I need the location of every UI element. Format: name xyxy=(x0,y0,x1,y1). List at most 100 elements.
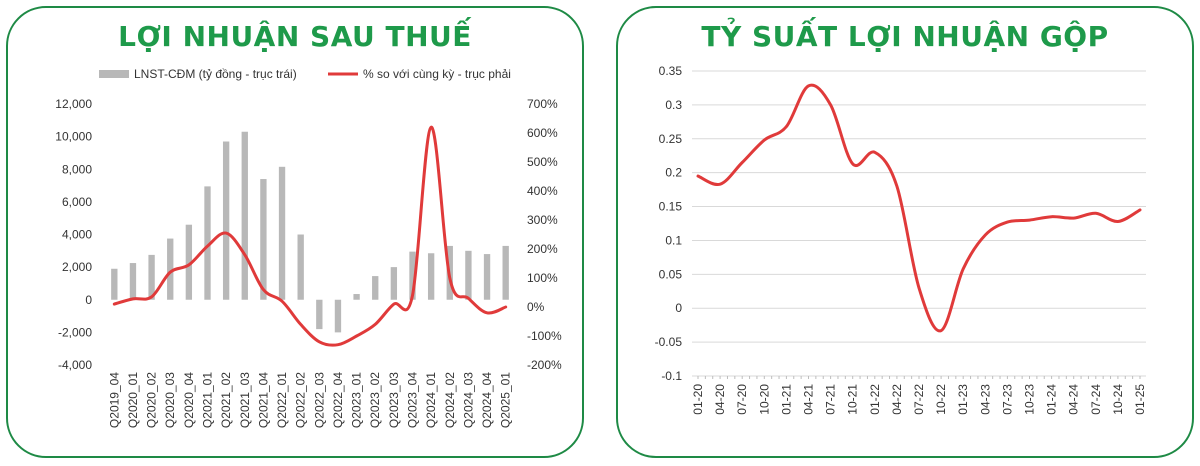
legend-line-label: % so với cùng kỳ - trục phải xyxy=(363,67,511,81)
legend-bar-label: LNST-CĐM (tỷ đồng - trục trái) xyxy=(134,67,297,81)
profit-after-tax-title: LỢI NHUẬN SAU THUẾ xyxy=(118,20,472,53)
right-axis-tick-label: 700% xyxy=(527,97,558,111)
y-axis-tick-label: 0.2 xyxy=(665,166,682,180)
bar xyxy=(316,299,323,330)
bar xyxy=(204,186,211,300)
x-axis-tick-label: 10-20 xyxy=(757,384,771,415)
bar xyxy=(390,267,398,300)
bar xyxy=(241,131,248,300)
bar xyxy=(372,276,379,300)
x-axis-tick-label: 10-21 xyxy=(846,384,860,415)
left-axis-tick-label: 0 xyxy=(85,293,92,307)
bar xyxy=(148,254,155,300)
left-axis-tick-label: 6,000 xyxy=(62,195,92,209)
left-axis-tick-label: 8,000 xyxy=(62,162,92,176)
x-axis-tick-label: Q2023_01 xyxy=(350,372,364,428)
x-axis-tick-label: Q2021_01 xyxy=(201,372,215,428)
x-axis-tick-label: Q2024_04 xyxy=(480,372,494,428)
x-axis-tick-label: 07-24 xyxy=(1089,384,1103,415)
x-axis-tick-label: 07-20 xyxy=(735,384,749,415)
y-axis-tick-label: -0.1 xyxy=(661,369,682,383)
y-axis-tick-label: 0.15 xyxy=(659,200,683,214)
x-axis-tick-label: Q2023_03 xyxy=(387,372,401,428)
left-axis-tick-label: -4,000 xyxy=(58,358,92,372)
x-axis-tick-label: 07-23 xyxy=(1000,384,1014,415)
x-axis-tick-label: 04-24 xyxy=(1067,384,1081,415)
x-axis-tick-label: 10-22 xyxy=(934,384,948,415)
y-axis-tick-label: 0 xyxy=(675,301,682,315)
x-axis-tick-label: 07-22 xyxy=(912,384,926,415)
x-axis-tick-label: 01-22 xyxy=(868,384,882,415)
x-axis-tick-label: Q2023_04 xyxy=(406,372,420,428)
bar xyxy=(483,254,491,300)
right-axis-tick-label: 0% xyxy=(527,300,545,314)
x-axis-tick-label: Q2022_02 xyxy=(294,372,308,428)
right-axis-tick-label: 200% xyxy=(527,242,558,256)
bar xyxy=(465,250,472,300)
x-axis-tick-label: Q2023_02 xyxy=(368,372,382,428)
x-axis-tick-label: 10-24 xyxy=(1111,384,1125,415)
x-axis-tick-label: 10-23 xyxy=(1023,384,1037,415)
bar xyxy=(167,238,174,300)
bar xyxy=(222,141,230,300)
y-axis-tick-label: 0.1 xyxy=(665,233,682,247)
legend-bar-swatch xyxy=(99,70,129,78)
bar xyxy=(185,224,193,300)
yoy-line xyxy=(112,125,508,347)
left-axis-tick-label: 12,000 xyxy=(55,97,92,111)
right-axis-tick-label: -200% xyxy=(527,358,562,372)
bar xyxy=(353,294,360,300)
y-axis-tick-label: 0.35 xyxy=(659,64,683,78)
x-axis-tick-label: Q2020_03 xyxy=(163,372,177,428)
x-axis-tick-label: 04-20 xyxy=(713,384,727,415)
right-axis-tick-label: 500% xyxy=(527,155,558,169)
x-axis-tick-label: Q2025_01 xyxy=(499,372,513,428)
gross-margin-panel: TỶ SUẤT LỢI NHUẬN GỘP xyxy=(616,6,1194,458)
x-axis-tick-label: Q2022_04 xyxy=(331,372,345,428)
left-axis-tick-label: -2,000 xyxy=(58,325,92,339)
left-axis-tick-label: 10,000 xyxy=(55,130,92,144)
x-axis-tick-label: 01-23 xyxy=(956,384,970,415)
x-axis-tick-label: 07-21 xyxy=(824,384,838,415)
left-axis-tick-label: 2,000 xyxy=(62,260,92,274)
bar xyxy=(111,268,118,300)
bar xyxy=(278,166,286,300)
bar xyxy=(334,299,342,333)
right-axis-tick-label: -100% xyxy=(527,329,562,343)
x-axis-tick-label: Q2021_02 xyxy=(219,372,233,428)
x-axis-tick-label: Q2020_02 xyxy=(145,372,159,428)
x-axis-tick-label: Q2024_01 xyxy=(424,372,438,428)
bar xyxy=(129,263,137,300)
right-axis-tick-label: 100% xyxy=(527,271,558,285)
y-axis-tick-label: 0.3 xyxy=(665,98,682,112)
bar xyxy=(260,179,267,300)
x-axis-tick-label: Q2022_01 xyxy=(275,372,289,428)
gross-margin-line xyxy=(696,83,1142,333)
x-axis-tick-label: Q2020_01 xyxy=(126,372,140,428)
bar xyxy=(502,245,509,300)
x-axis-tick-label: 01-21 xyxy=(779,384,793,415)
bar xyxy=(427,253,435,300)
y-axis-tick-label: 0.05 xyxy=(659,267,683,281)
y-axis-tick-label: -0.05 xyxy=(655,335,683,349)
bar xyxy=(297,234,304,300)
bar xyxy=(409,251,416,300)
x-axis-tick-label: Q2019_04 xyxy=(107,372,121,428)
x-axis-tick-label: 04-21 xyxy=(802,384,816,415)
x-axis-tick-label: 04-22 xyxy=(890,384,904,415)
gross-margin-title: TỶ SUẤT LỢI NHUẬN GỘP xyxy=(701,20,1109,53)
x-axis-tick-label: Q2024_03 xyxy=(461,372,475,428)
x-axis-tick-label: Q2022_03 xyxy=(312,372,326,428)
x-axis-tick-label: 01-24 xyxy=(1045,384,1059,415)
x-axis-tick-label: Q2021_04 xyxy=(256,372,270,428)
x-axis-tick-label: 04-23 xyxy=(978,384,992,415)
x-axis-tick-label: Q2021_03 xyxy=(238,372,252,428)
right-axis-tick-label: 400% xyxy=(527,184,558,198)
profit-after-tax-panel: LỢI NHUẬN SAU THUẾ xyxy=(6,6,584,458)
right-axis-tick-label: 600% xyxy=(527,126,558,140)
left-axis-tick-label: 4,000 xyxy=(62,228,92,242)
x-axis-tick-label: 01-20 xyxy=(691,384,705,415)
right-axis-tick-label: 300% xyxy=(527,213,558,227)
